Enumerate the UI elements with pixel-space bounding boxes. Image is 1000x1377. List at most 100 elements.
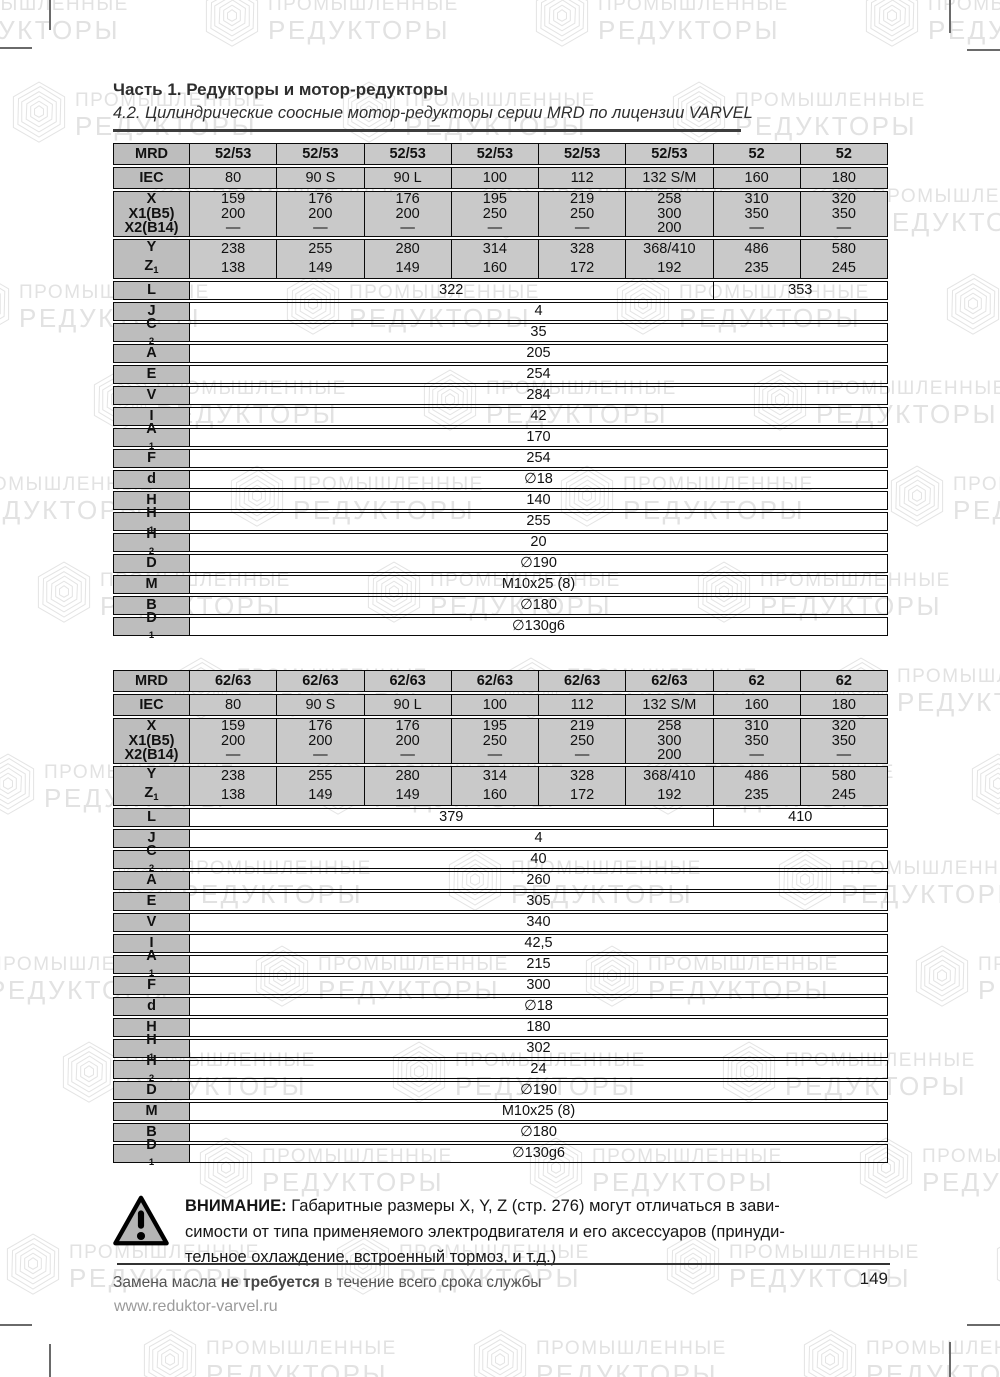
table-cell: 280 149 — [363, 240, 451, 278]
row-label: M — [114, 576, 189, 593]
table-cell: 580 245 — [799, 240, 887, 278]
table-cell: 258 300 200 — [625, 719, 713, 763]
table-cell: 62/63 — [189, 671, 277, 691]
row-label: IEC — [114, 168, 189, 188]
table-cell: 238 138 — [189, 767, 277, 805]
table-row: IEC 80 90 S 90 L 100 112 132 S/M 160 180 — [113, 167, 888, 189]
table-row: I 42 — [113, 407, 888, 426]
row-label: MRD — [114, 144, 189, 164]
table-cell: 80 — [189, 695, 277, 715]
table-row: Y Z1 238 138 255 149 280 149 314 160 328 172 368/410… — [113, 766, 888, 806]
table-cell: 4 — [189, 830, 887, 847]
warning-box: ВНИМАНИЕ: Габаритные размеры X, Y, Z (ст… — [112, 1194, 890, 1271]
crop-mark — [49, 0, 51, 30]
table-cell: 20 — [189, 534, 887, 551]
table-row: F 300 — [113, 976, 888, 995]
table-cell: 90 S — [276, 168, 364, 188]
table-cell: 62 — [799, 671, 887, 691]
table-cell: 300 — [189, 977, 887, 994]
table-cell: 62 — [712, 671, 800, 691]
table-cell: 100 — [450, 695, 538, 715]
table-cell: 219 250— — [538, 719, 626, 763]
table-cell: 40 — [189, 851, 887, 868]
table-row: L 322 353 — [113, 281, 888, 300]
table-cell: ∅190 — [189, 1082, 887, 1099]
row-label: J — [114, 303, 189, 320]
table-cell: 238 138 — [189, 240, 277, 278]
table-cell: 353 — [712, 282, 888, 299]
page-number: 149 — [859, 1269, 888, 1288]
table-row: C 2 35 — [113, 316, 888, 347]
table-cell: 52/53 — [538, 144, 626, 164]
table-row: I 42,5 — [113, 934, 888, 953]
table-cell: 486 235 — [712, 240, 800, 278]
table-cell: ∅130g6 — [189, 1145, 887, 1162]
table-row: B ∅180 — [113, 596, 888, 615]
row-label: d — [114, 998, 189, 1015]
table-row: M M10x25 (8) — [113, 1102, 888, 1121]
table-cell: 255 — [189, 513, 887, 530]
warning-line: тельное охлаждение, встроенный тормоз, и… — [185, 1248, 557, 1266]
table-row: A 1 170 — [113, 421, 888, 452]
table-cell: 112 — [538, 695, 626, 715]
row-label: J — [114, 830, 189, 847]
table-row: A 205 — [113, 344, 888, 363]
table-cell: 52 — [712, 144, 800, 164]
warning-line: ВНИМАНИЕ: Габаритные размеры X, Y, Z (ст… — [185, 1197, 780, 1215]
table-cell: 310 350— — [712, 719, 800, 763]
table-cell: 52 — [799, 144, 887, 164]
table-cell: 219 250— — [538, 192, 626, 236]
table-cell: 42 — [189, 408, 887, 425]
table-cell: 410 — [712, 809, 888, 826]
crop-mark — [49, 1344, 51, 1377]
table-cell: 42,5 — [189, 935, 887, 952]
table-row: E 305 — [113, 892, 888, 911]
table-cell: 52/53 — [276, 144, 364, 164]
table-cell: 254 — [189, 366, 887, 383]
table-cell: 35 — [189, 324, 887, 341]
table-cell: 254 — [189, 450, 887, 467]
table-row: D ∅190 — [113, 554, 888, 573]
table-cell: 176 200— — [363, 192, 451, 236]
table-cell: 140 — [189, 492, 887, 509]
table-row: IEC 80 90 S 90 L 100 112 132 S/M 160 180 — [113, 694, 888, 716]
table-cell: 176 200— — [276, 719, 364, 763]
table-cell: 328 172 — [538, 767, 626, 805]
table-cell: ∅190 — [189, 555, 887, 572]
table-row: H 180 — [113, 1018, 888, 1037]
website-link[interactable]: www.reduktor-varvel.ru — [114, 1298, 278, 1315]
table-cell: 52/53 — [363, 144, 451, 164]
table-row: A 1 215 — [113, 948, 888, 979]
table-cell: 24 — [189, 1061, 887, 1078]
table-row: L 379 410 — [113, 808, 888, 827]
table-row: D 1 ∅130g6 — [113, 1137, 888, 1168]
table-cell: 176 200— — [276, 192, 364, 236]
row-label: B — [114, 597, 189, 614]
table-row: X X1(B5) X2(B14) 159 200—176 200—176 200—195 25… — [113, 191, 888, 237]
table-row: B ∅180 — [113, 1123, 888, 1142]
table-row: A 260 — [113, 871, 888, 890]
row-label: V — [114, 387, 189, 404]
table-row: H 2 24 — [113, 1053, 888, 1084]
table-cell: 328 172 — [538, 240, 626, 278]
table-cell: 368/410 192 — [625, 767, 713, 805]
table-cell: 255 149 — [276, 240, 364, 278]
row-label: L — [114, 282, 189, 299]
row-label: X X1(B5) X2(B14) — [114, 192, 189, 236]
row-label: E — [114, 893, 189, 910]
table-row: d ∅18 — [113, 470, 888, 489]
table-row: V 284 — [113, 386, 888, 405]
table-cell: 280 149 — [363, 767, 451, 805]
row-label: d — [114, 471, 189, 488]
table-cell: 340 — [189, 914, 887, 931]
row-label: V — [114, 914, 189, 931]
table-cell: 215 — [189, 956, 887, 973]
row-label: L — [114, 809, 189, 826]
crop-mark — [967, 49, 1000, 51]
dimension-table-mrd-62-63: MRD 62/63 62/63 62/63 62/63 62/63 62/63 62 62 IEC… — [113, 670, 888, 1168]
table-cell: 176 200— — [363, 719, 451, 763]
table-cell: 180 — [799, 695, 887, 715]
